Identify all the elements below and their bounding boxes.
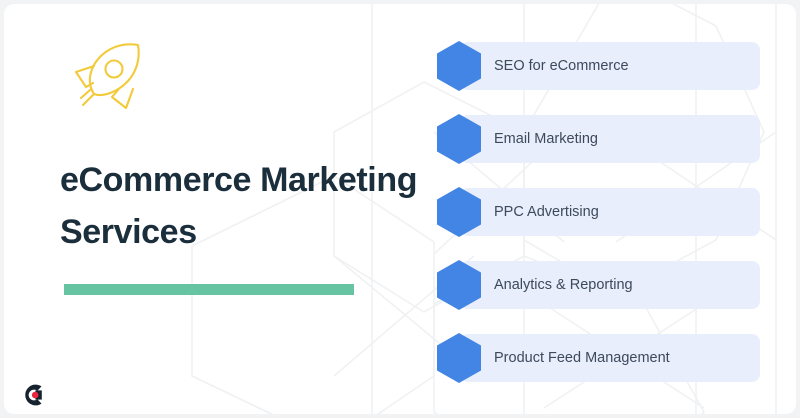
list-item[interactable]: Analytics & Reporting <box>436 260 760 310</box>
hexagon-icon <box>437 333 481 383</box>
services-list: SEO for eCommerce Email Marketing PPC Ad… <box>4 4 796 414</box>
hero-column: eCommerce Marketing Services <box>60 4 440 414</box>
service-pill <box>460 42 760 90</box>
service-label: Email Marketing <box>494 131 598 147</box>
service-label: PPC Advertising <box>494 204 599 220</box>
content-card: eCommerce Marketing Services SEO for eCo… <box>4 4 796 414</box>
page-title: eCommerce Marketing Services <box>60 161 418 251</box>
list-item[interactable]: SEO for eCommerce <box>436 41 760 91</box>
service-label: SEO for eCommerce <box>494 58 629 74</box>
hexagon-icon <box>437 187 481 237</box>
hexagon-icon <box>437 114 481 164</box>
rocket-icon <box>74 43 140 110</box>
service-label: Product Feed Management <box>494 350 670 366</box>
service-pill <box>460 115 760 163</box>
service-label: Analytics & Reporting <box>494 277 633 293</box>
list-item[interactable]: Email Marketing <box>436 114 760 164</box>
service-pill <box>460 188 760 236</box>
service-pill <box>460 334 760 382</box>
hexagon-icon <box>437 41 481 91</box>
list-item[interactable]: Product Feed Management <box>436 333 760 383</box>
list-item[interactable]: PPC Advertising <box>436 187 760 237</box>
c-mark-logo <box>25 384 42 406</box>
accent-underline <box>64 284 354 295</box>
service-pill <box>460 261 760 309</box>
hexagon-icon <box>437 260 481 310</box>
